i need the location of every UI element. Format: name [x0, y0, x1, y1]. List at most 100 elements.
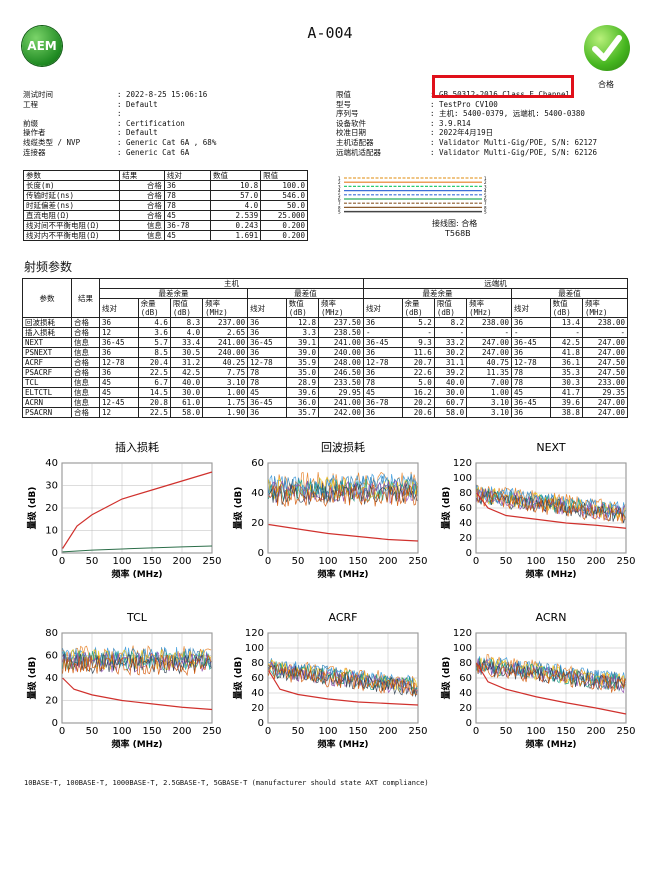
- rf-cell: 39.0: [285, 347, 320, 358]
- x-tick-label: 200: [378, 556, 397, 567]
- rf-cell: 3.3: [285, 327, 320, 338]
- rf-cell: 78: [247, 367, 287, 378]
- x-axis-label: 频率 (MHz): [111, 738, 162, 750]
- footer-note: 10BASE-T, 100BASE-T, 1000BASE-T, 2.5GBAS…: [24, 779, 429, 787]
- measured-series: [268, 663, 418, 696]
- rf-cell: 2.65: [202, 327, 249, 338]
- chart: 回波损耗 0 50 100 150 200 250 0 20 40 60 频率 (MHz) 量级 (dB…: [232, 440, 428, 580]
- y-tick-label: 40: [251, 688, 264, 699]
- rf-row: PSNEXT 信息 36 8.5 30.5 240.00 36 39.0 240.00 36 11.…: [22, 347, 629, 358]
- rf-cell: PSACRF: [22, 367, 72, 378]
- rf-cell: 247.00: [466, 347, 513, 358]
- info-row: :: [23, 109, 216, 119]
- info-key: 工程: [23, 99, 38, 109]
- info-value: : 3.9.R14: [430, 118, 471, 128]
- rf-cell: 238.00: [466, 317, 513, 328]
- y-tick-label: 0: [466, 548, 472, 559]
- info-value: : Generic Cat 6A: [117, 147, 190, 157]
- rf-cell: 22.5: [137, 407, 171, 418]
- rf-cell: 36-78: [362, 397, 403, 408]
- rf-cell: 241.00: [318, 397, 364, 408]
- rf-cell: 8.5: [137, 347, 171, 358]
- summary-cell: 信息: [119, 220, 165, 231]
- rf-cell: 36-45: [362, 337, 403, 348]
- rf-cell: 频率 (MHz): [466, 298, 513, 318]
- rf-cell: 40.25: [202, 357, 249, 368]
- x-tick-label: 200: [172, 726, 191, 737]
- rf-cell: 4.0: [169, 327, 204, 338]
- x-tick-label: 100: [112, 556, 131, 567]
- rf-cell: -: [581, 327, 629, 338]
- measured-series: [268, 480, 418, 504]
- wire-pin-label: 3: [484, 184, 487, 189]
- rf-cell: -: [466, 327, 513, 338]
- info-key: 前缀: [23, 118, 38, 128]
- rf-cell: 线对: [362, 298, 403, 318]
- x-tick-label: 0: [473, 556, 479, 567]
- rf-cell: 246.50: [318, 367, 364, 378]
- y-tick-label: 60: [459, 673, 472, 684]
- rf-heading: 射频参数: [24, 260, 73, 274]
- rf-cell: 247.00: [581, 347, 629, 358]
- summary-row: 长度(m) 合格 36 10.8 100.0: [22, 180, 308, 191]
- y-tick-label: 20: [459, 703, 472, 714]
- rf-cell: 参数: [22, 278, 72, 318]
- rf-cell: 247.00: [581, 337, 629, 348]
- measured-series: [476, 487, 626, 521]
- y-tick-label: 30: [45, 481, 58, 492]
- rf-cell: 7.75: [202, 367, 249, 378]
- rf-cell: 20.7: [401, 357, 435, 368]
- wire-pin-label: 8: [338, 205, 341, 210]
- summary-row: 传输时延(ns) 合格 78 57.0 546.0: [22, 190, 308, 201]
- rf-cell: 5.0: [401, 377, 435, 388]
- rf-cell: 58.0: [433, 407, 468, 418]
- summary-header: 参数 结果 线对 数值 限值: [22, 170, 308, 181]
- rf-cell: 35.9: [285, 357, 320, 368]
- info-value: : Validator Multi-Gig/POE, S/N: 62127: [430, 137, 598, 147]
- rf-cell: 36.1: [549, 357, 583, 368]
- y-tick-label: 80: [251, 658, 264, 669]
- rf-cell: 28.9: [285, 377, 320, 388]
- rf-cell: -: [549, 327, 583, 338]
- rf-cell: 频率 (MHz): [581, 298, 629, 318]
- limit-highlight-box: [432, 75, 574, 98]
- chart-title: ACRF: [329, 611, 358, 624]
- pass-check-icon: [584, 25, 630, 71]
- rf-cell: 78: [511, 367, 551, 378]
- rf-cell: 35.3: [549, 367, 583, 378]
- summary-cell: 45: [163, 230, 211, 241]
- y-tick-label: 100: [245, 643, 264, 654]
- wire-pin-label: 8: [484, 205, 487, 210]
- rf-cell: 12-78: [247, 357, 287, 368]
- info-value: : 2022年4月19日: [430, 128, 494, 138]
- summary-header-cell: 限值: [260, 170, 308, 181]
- rf-cell: 3.10: [466, 407, 513, 418]
- x-tick-label: 100: [526, 726, 545, 737]
- summary-row: 时延偏差(ns) 合格 78 4.0 50.0: [22, 200, 308, 211]
- chart: TCL 0 50 100 150 200 250 0 20 40 60 80 频率 (MHz) 量级 (d…: [26, 611, 222, 750]
- rf-cell: 241.00: [318, 337, 364, 348]
- rf-cell: 限值 (dB): [169, 298, 204, 318]
- rf-cell: TCL: [22, 377, 72, 388]
- info-row: 型号: TestPro CV100: [336, 100, 597, 110]
- rf-cell: 余量 (dB): [137, 298, 171, 318]
- wire-pin-label: 1: [484, 176, 487, 181]
- rf-cell: 33.2: [433, 337, 468, 348]
- rf-cell: 最差值: [247, 288, 364, 299]
- rf-cell: 247.50: [581, 357, 629, 368]
- y-tick-label: 40: [45, 673, 58, 684]
- x-tick-label: 100: [112, 726, 131, 737]
- rf-row: PSACRF 合格 36 22.5 42.5 7.75 78 35.0 246.50 36 22.6…: [22, 367, 629, 378]
- x-axis-label: 频率 (MHz): [525, 568, 576, 580]
- rf-row: TCL 信息 45 6.7 40.0 3.10 78 28.9 233.50 78 5.0 40.0 7…: [22, 377, 629, 388]
- summary-cell: 10.8: [209, 180, 262, 191]
- rf-cell: 5.2: [401, 317, 435, 328]
- rf-cell: 12-45: [99, 397, 139, 408]
- rf-cell: 频率 (MHz): [318, 298, 364, 318]
- info-value: : Default: [117, 99, 158, 109]
- rf-cell: -: [511, 327, 551, 338]
- rf-cell: 247.00: [581, 397, 629, 408]
- y-tick-label: 0: [52, 718, 58, 729]
- rf-row: 回波损耗 合格 36 4.6 8.3 237.00 36 12.8 237.50 36 5.2 8.2…: [22, 317, 629, 328]
